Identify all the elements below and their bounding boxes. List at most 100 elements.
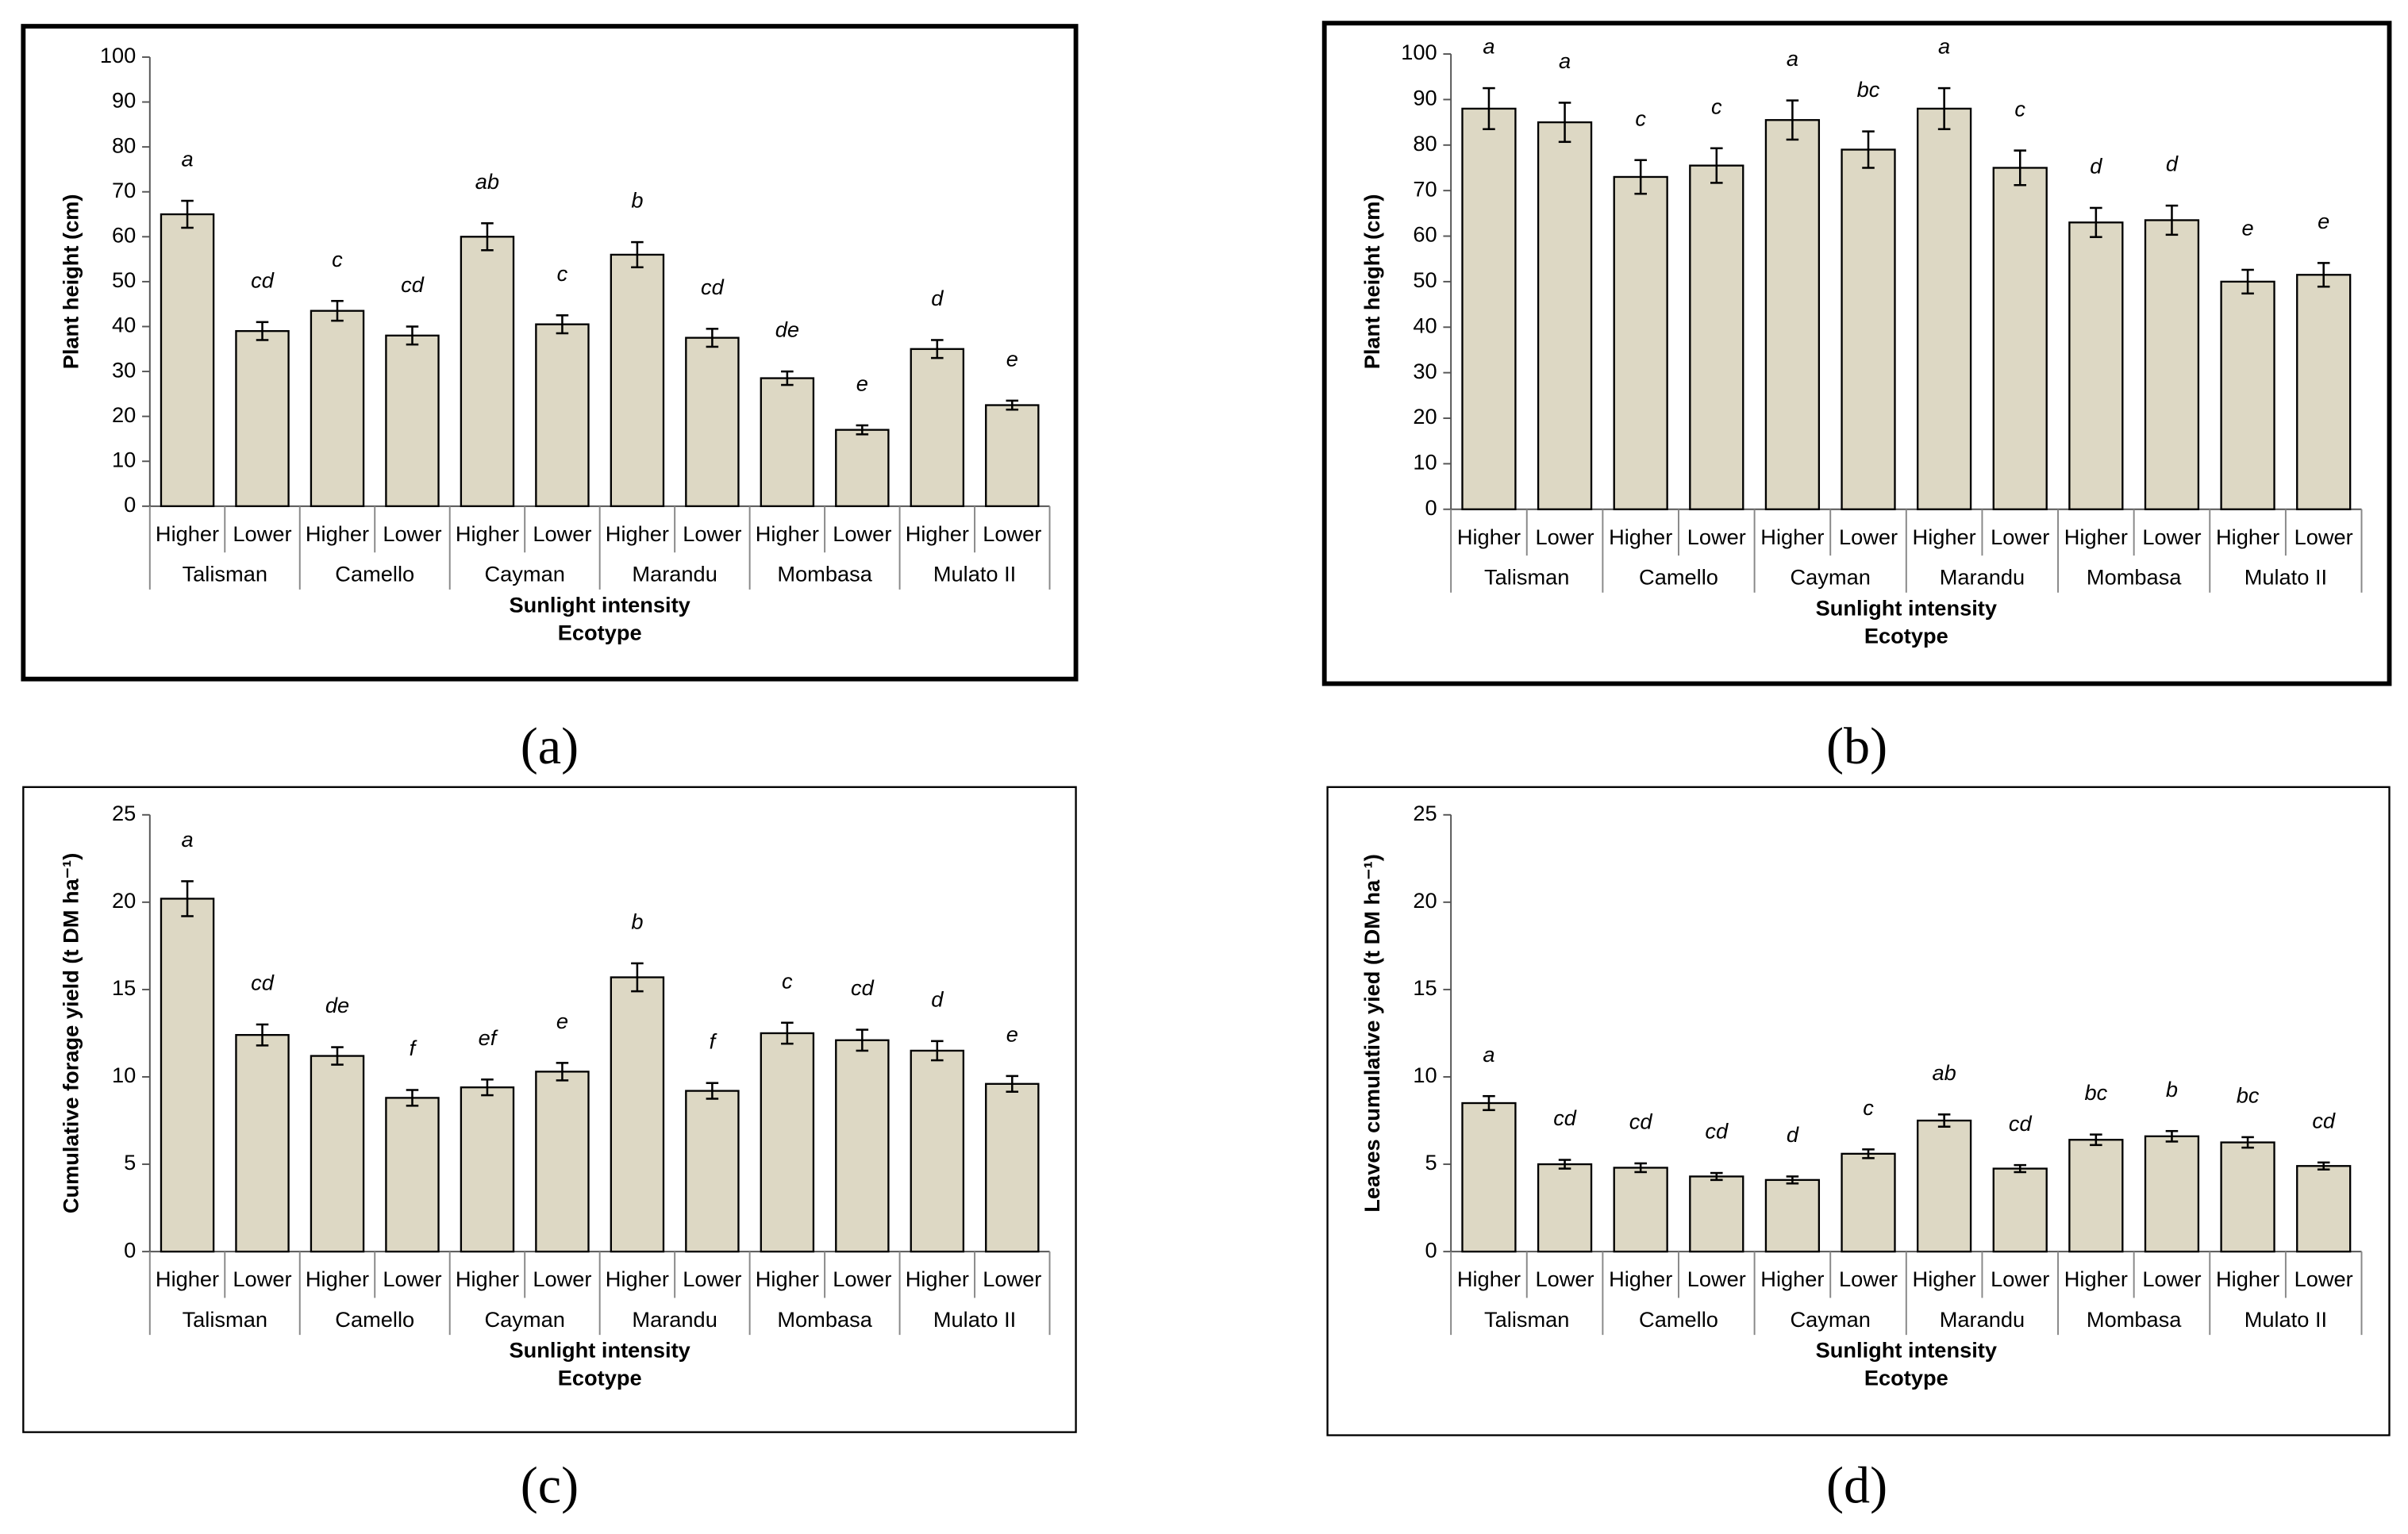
x-tick-label: Higher <box>906 1267 969 1291</box>
x-tick-label: Lower <box>1535 1267 1594 1291</box>
significance-letter: cd <box>1629 1109 1653 1134</box>
bar <box>985 404 1040 508</box>
significance-letter: a <box>1938 34 1950 59</box>
bar <box>160 213 215 508</box>
x-tick-label: Higher <box>2064 1267 2128 1291</box>
y-tick-label: 50 <box>1413 267 1437 292</box>
group-label: Mulato II <box>2245 564 2327 589</box>
bar <box>1537 121 1593 510</box>
y-tick-label: 70 <box>1413 176 1437 201</box>
bar <box>1992 1167 2048 1253</box>
x-tick-label: Lower <box>533 1267 591 1291</box>
significance-letter: e <box>1006 346 1018 371</box>
significance-letter: c <box>1635 106 1646 130</box>
x-tick-label: Higher <box>1760 525 1824 549</box>
x-tick-label: Higher <box>1913 525 1976 549</box>
significance-letter: d <box>2090 154 2102 179</box>
y-axis-title: Plant height (cm) <box>1360 194 1384 370</box>
bar <box>2068 1139 2124 1253</box>
x-tick-label: Higher <box>156 1267 219 1291</box>
x-tick-label: Higher <box>606 521 669 546</box>
panel-frame <box>1326 786 2391 1436</box>
x-tick-label: Higher <box>456 1267 519 1291</box>
x-tick-label: Higher <box>1457 1267 1521 1291</box>
bar <box>235 329 290 508</box>
group-label: Talisman <box>183 1307 267 1332</box>
bar <box>1537 1163 1593 1253</box>
bar <box>535 1071 590 1253</box>
y-tick-label: 10 <box>112 447 136 471</box>
bar <box>385 334 440 508</box>
x-tick-label: Higher <box>756 1267 819 1291</box>
y-tick-label: 10 <box>112 1063 136 1087</box>
group-label: Marandu <box>632 1307 717 1332</box>
x-axis-title: Sunlight intensity <box>1816 595 1997 620</box>
significance-letter: cd <box>2312 1108 2336 1132</box>
y-tick-label: 100 <box>100 43 136 67</box>
y-tick-label: 25 <box>1413 801 1437 825</box>
x-tick-label: Higher <box>756 521 819 546</box>
x-tick-label: Lower <box>233 521 291 546</box>
bar <box>1461 107 1517 510</box>
bar <box>460 236 515 508</box>
y-tick-label: 40 <box>112 313 136 337</box>
bar <box>1689 1175 1744 1253</box>
group-label: Camello <box>335 1307 414 1332</box>
significance-letter: c <box>1711 94 1722 118</box>
bar <box>1841 1152 1896 1253</box>
x-tick-label: Higher <box>306 521 369 546</box>
x-axis-title-2: Ecotype <box>558 620 642 644</box>
y-axis-title: Cumulative forage yield (t DM ha⁻¹) <box>59 853 83 1213</box>
bar <box>2144 1135 2200 1253</box>
y-tick-label: 20 <box>1413 404 1437 429</box>
panel-label: (b) <box>1826 717 1887 775</box>
y-tick-label: 0 <box>1425 1237 1437 1262</box>
bar <box>1613 175 1668 510</box>
bar <box>760 1032 815 1253</box>
group-label: Marandu <box>1940 564 2025 589</box>
bar <box>2220 280 2275 510</box>
x-tick-label: Lower <box>1687 525 1746 549</box>
significance-letter: cd <box>401 272 425 297</box>
significance-letter: cd <box>251 971 275 995</box>
bar <box>760 377 815 508</box>
y-tick-label: 0 <box>124 492 136 517</box>
bar <box>610 253 665 508</box>
significance-letter: c <box>1863 1095 1874 1120</box>
significance-letter: bc <box>1857 77 1880 102</box>
significance-letter: d <box>1787 1122 1799 1147</box>
x-tick-label: Higher <box>456 521 519 546</box>
x-tick-label: Higher <box>606 1267 669 1291</box>
panel-label: (d) <box>1826 1457 1887 1515</box>
group-label: Mombasa <box>2087 1307 2182 1332</box>
y-tick-label: 100 <box>1401 40 1437 64</box>
x-axis-title: Sunlight intensity <box>509 1338 690 1363</box>
significance-letter: ab <box>475 169 499 194</box>
bar <box>2220 1141 2275 1253</box>
x-tick-label: Lower <box>533 521 591 546</box>
x-tick-label: Higher <box>2064 525 2128 549</box>
y-tick-label: 80 <box>112 133 136 157</box>
x-tick-label: Lower <box>1535 525 1594 549</box>
x-tick-label: Lower <box>2142 1267 2201 1291</box>
x-tick-label: Lower <box>233 1267 291 1291</box>
group-label: Talisman <box>1484 1307 1569 1332</box>
x-tick-label: Lower <box>683 521 741 546</box>
x-tick-label: Higher <box>156 521 219 546</box>
significance-letter: e <box>2318 209 2329 233</box>
y-tick-label: 50 <box>112 267 136 292</box>
significance-letter: b <box>631 188 643 213</box>
x-axis-title: Sunlight intensity <box>509 592 690 617</box>
significance-letter: cd <box>1553 1105 1577 1130</box>
group-label: Camello <box>1639 564 1718 589</box>
bar <box>385 1097 440 1253</box>
significance-letter: a <box>181 827 193 852</box>
x-tick-label: Lower <box>833 1267 891 1291</box>
x-tick-label: Lower <box>383 521 441 546</box>
x-tick-label: Lower <box>1687 1267 1746 1291</box>
significance-letter: c <box>557 261 568 286</box>
x-axis-title-2: Ecotype <box>1864 1366 1948 1390</box>
significance-letter: a <box>1483 34 1494 59</box>
bar <box>1461 1101 1517 1253</box>
